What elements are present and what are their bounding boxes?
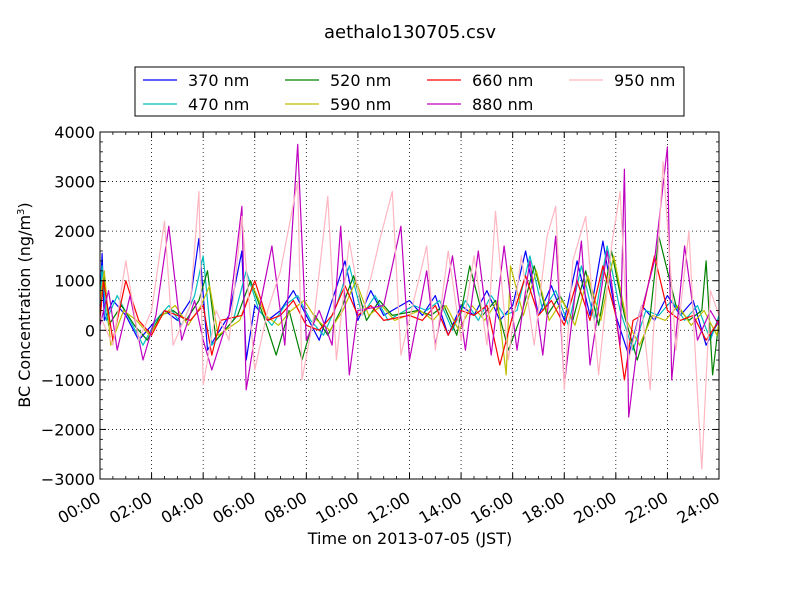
legend-label: 520 nm [330,71,391,90]
y-tick-label: −1000 [41,371,95,390]
y-tick-label: 4000 [54,123,95,142]
series-line-5 [99,255,720,381]
axis-ticks [99,131,720,480]
y-tick-label: 1000 [54,272,95,291]
legend-label: 470 nm [188,95,249,114]
series-line-1 [99,238,720,361]
y-tick-label: −2000 [41,420,95,439]
legend: 370 nm 470 nm 520 nm 590 nm 660 nm 880 nm 950 … [134,66,685,117]
legend-label: 660 nm [472,71,533,90]
chart-title: aethalo130705.csv [324,22,496,43]
y-axis-label-superscript: 3 [16,209,27,215]
plot-series [99,143,720,470]
legend-frame [134,66,685,117]
y-tick-label: 3000 [54,173,95,192]
y-axis-label: BC Concentration (ng/m3) [15,202,34,407]
series-line-6 [99,143,720,418]
y-axis-tick-labels: 4000 3000 2000 1000 0 −1000 −2000 −3000 [41,123,95,489]
y-tick-label: −3000 [41,470,95,489]
legend-label: 590 nm [330,95,391,114]
y-tick-label: 0 [85,321,95,340]
legend-label: 950 nm [614,71,675,90]
legend-label: 880 nm [472,95,533,114]
legend-label: 370 nm [188,71,249,90]
y-axis-label-text: BC Concentration (ng/m [15,215,34,408]
y-tick-label: 2000 [54,222,95,241]
series-line-7 [99,161,720,470]
y-axis-label-suffix: ) [15,202,34,208]
x-axis-label: Time on 2013-07-05 (JST) [307,529,512,548]
